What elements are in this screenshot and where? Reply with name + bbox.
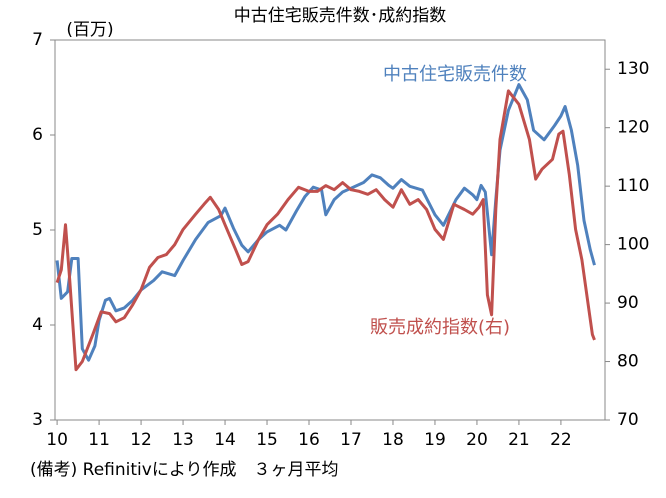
y-tick-label: 3 xyxy=(32,410,43,430)
y2-tick-label: 70 xyxy=(617,410,639,430)
x-tick-label: 15 xyxy=(256,430,278,450)
x-tick-label: 13 xyxy=(172,430,194,450)
x-tick-label: 21 xyxy=(508,430,530,450)
y-tick-label: 6 xyxy=(32,125,43,145)
plot-frame xyxy=(54,39,606,421)
y-unit: (百万) xyxy=(66,20,113,40)
x-tick-label: 18 xyxy=(382,430,404,450)
x-tick-label: 11 xyxy=(88,430,110,450)
y2-tick-label: 120 xyxy=(617,118,649,138)
x-tick-label: 14 xyxy=(214,430,236,450)
y-tick-label: 5 xyxy=(32,220,43,240)
x-tick-label: 16 xyxy=(298,430,320,450)
note: (備考) Refinitivにより作成 ３ヶ月平均 xyxy=(30,460,339,480)
y2-tick-label: 100 xyxy=(617,235,649,255)
x-tick-label: 19 xyxy=(424,430,446,450)
y2-tick-label: 90 xyxy=(617,293,639,313)
chart-title: 中古住宅販売件数･成約指数 xyxy=(234,6,447,26)
annotation: 販売成約指数(右) xyxy=(370,317,510,338)
x-tick-label: 12 xyxy=(130,430,152,450)
series-line xyxy=(55,83,596,362)
y2-tick-label: 130 xyxy=(617,59,649,79)
y2-tick-label: 110 xyxy=(617,176,649,196)
y2-tick-label: 80 xyxy=(617,352,639,372)
series-line xyxy=(55,89,596,372)
x-tick-label: 22 xyxy=(550,430,572,450)
x-tick-label: 10 xyxy=(46,430,68,450)
x-tick-label: 20 xyxy=(466,430,488,450)
annotation: 中古住宅販売件数 xyxy=(383,64,527,85)
x-tick-label: 17 xyxy=(340,430,362,450)
y-tick-label: 4 xyxy=(32,315,43,335)
y-tick-label: 7 xyxy=(32,30,43,50)
